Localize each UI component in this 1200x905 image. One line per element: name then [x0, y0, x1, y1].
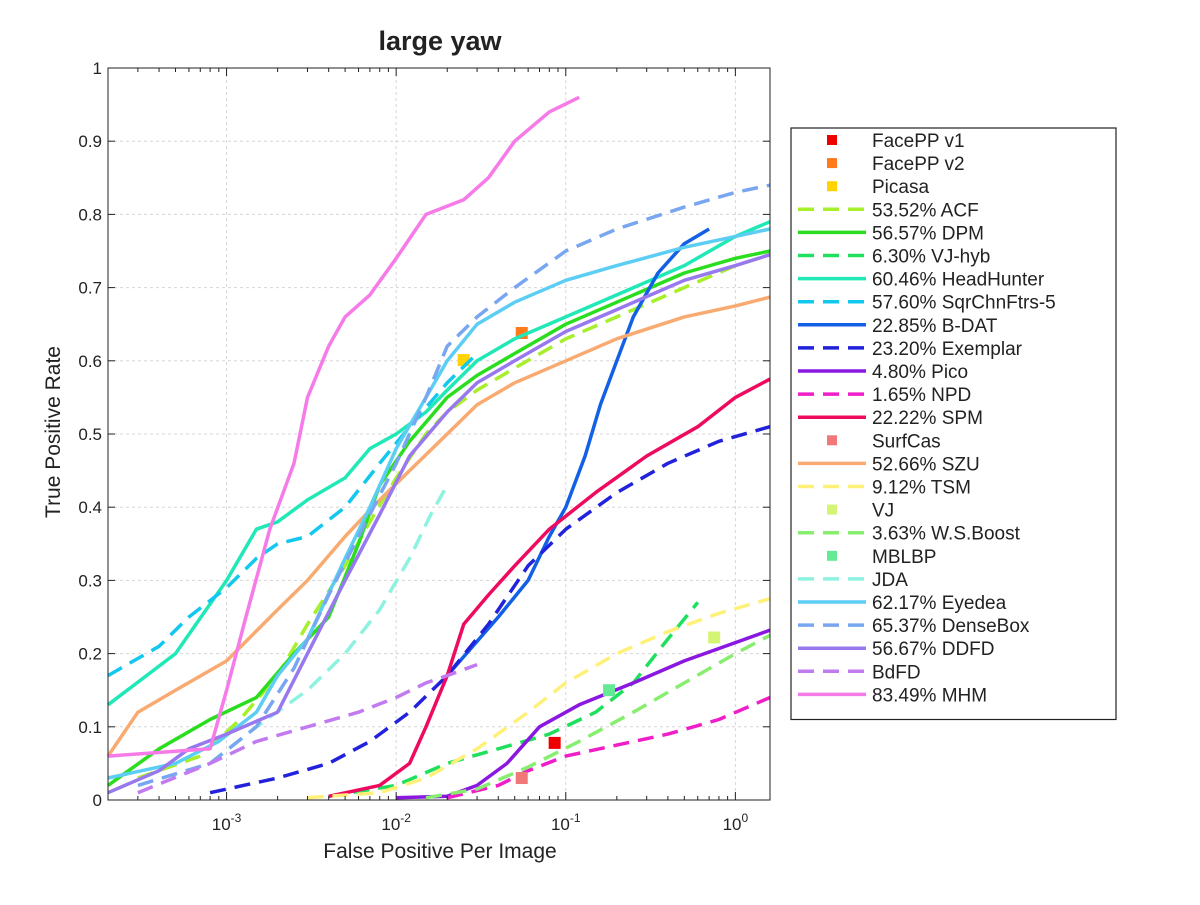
axes: 0 0.1 0.2 0.3 0.4 0.5 0.6 0.7 0.8 0.9 1 10-3 10-2 10-… — [78, 59, 771, 834]
legend-label-7: 57.60% SqrChnFtrs-5 — [872, 293, 1056, 314]
series-line-23 — [137, 662, 478, 795]
y-tick-label-10: 1 — [93, 59, 102, 78]
y-tick-label-1: 0.1 — [78, 718, 102, 737]
series-marker-0-0 — [548, 736, 561, 749]
x-axis-label: False Positive Per Image — [323, 840, 556, 863]
y-tick-label-8: 0.8 — [78, 205, 102, 224]
series-marker-13-0 — [515, 772, 528, 785]
legend-label-1: FacePP v2 — [872, 154, 965, 175]
legend-label-2: Picasa — [872, 177, 929, 198]
chart-title: large yaw — [378, 26, 502, 56]
legend-label-11: 1.65% NPD — [872, 385, 971, 406]
legend-swatch-1 — [827, 158, 837, 169]
legend-label-9: 23.20% Exemplar — [872, 339, 1023, 360]
legend-label-3: 53.52% ACF — [872, 200, 979, 221]
series-line-24 — [107, 95, 580, 758]
y-tick-label-7: 0.7 — [78, 279, 102, 298]
series-line-15 — [307, 597, 771, 800]
x-tick-label-1: 10-2 — [381, 811, 411, 834]
legend-label-18: MBLBP — [872, 547, 936, 568]
legend-label-12: 22.22% SPM — [872, 408, 983, 429]
series-marker-18-0 — [603, 684, 616, 697]
y-tick-label-9: 0.9 — [78, 132, 102, 151]
y-tick-label-5: 0.5 — [78, 425, 102, 444]
legend-swatch-0 — [827, 135, 837, 145]
y-tick-label-6: 0.6 — [78, 352, 102, 371]
series-line-5 — [328, 601, 700, 799]
series-layer — [106, 95, 771, 800]
legend-label-20: 62.17% Eyedea — [872, 593, 1007, 614]
y-tick-label-2: 0.2 — [78, 645, 102, 664]
legend-swatch-2 — [827, 181, 837, 192]
legend-label-22: 56.67% DDFD — [872, 639, 995, 660]
series-line-11 — [446, 695, 771, 800]
series-line-20 — [107, 227, 771, 780]
legend-label-17: 3.63% W.S.Boost — [872, 524, 1021, 545]
y-tick-label-0: 0 — [93, 791, 102, 810]
legend-label-5: 6.30% VJ-hyb — [872, 247, 990, 268]
series-line-17 — [425, 633, 771, 800]
series-line-8 — [445, 227, 710, 677]
series-line-21 — [137, 183, 771, 788]
legend-label-13: SurfCas — [872, 431, 941, 452]
legend-label-15: 9.12% TSM — [872, 478, 971, 499]
legend-label-8: 22.85% B-DAT — [872, 316, 998, 337]
grid-lines — [108, 67, 770, 801]
series-line-3 — [137, 253, 771, 780]
legend-swatch-18 — [827, 550, 837, 561]
x-tick-label-0: 10-3 — [212, 811, 242, 834]
x-tick-label-2: 10-1 — [551, 811, 581, 834]
legend-label-4: 56.57% DPM — [872, 223, 984, 244]
series-line-19 — [209, 484, 449, 765]
y-tick-label-3: 0.3 — [78, 571, 102, 590]
legend-label-21: 65.37% DenseBox — [872, 616, 1030, 637]
legend-label-16: VJ — [872, 501, 894, 522]
legend-swatch-16 — [827, 504, 837, 515]
series-line-9 — [209, 425, 771, 795]
legend-box — [790, 127, 1117, 721]
x-tick-label-3: 100 — [723, 811, 749, 834]
y-tick-label-4: 0.4 — [78, 498, 102, 517]
y-axis-label: True Positive Rate — [42, 346, 65, 518]
series-line-12 — [328, 377, 771, 799]
legend-label-24: 83.49% MHM — [872, 685, 987, 706]
legend-swatch-13 — [827, 435, 837, 446]
series-line-14 — [106, 295, 771, 758]
legend-label-19: JDA — [872, 570, 908, 591]
series-line-22 — [107, 253, 771, 795]
legend-label-0: FacePP v1 — [872, 131, 965, 152]
legend-label-10: 4.80% Pico — [872, 362, 968, 383]
series-line-4 — [106, 249, 771, 787]
series-marker-16-0 — [708, 631, 721, 644]
legend-label-6: 60.46% HeadHunter — [872, 270, 1045, 291]
legend-label-23: BdFD — [872, 662, 921, 683]
legend-label-14: 52.66% SZU — [872, 454, 980, 475]
